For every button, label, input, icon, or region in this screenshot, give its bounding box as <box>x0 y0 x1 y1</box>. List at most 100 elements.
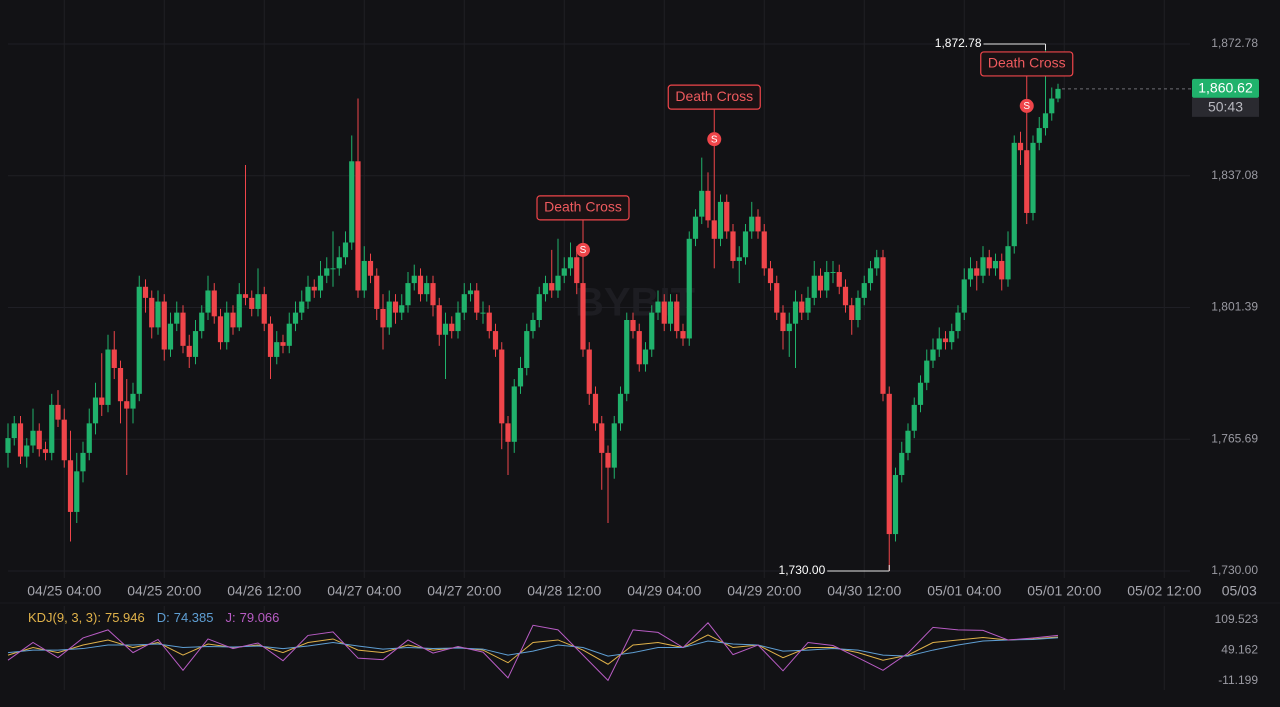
candle-body <box>336 257 342 269</box>
candle-body <box>724 201 730 232</box>
candle-body <box>61 419 67 461</box>
x-tick-label: 05/03 <box>1222 583 1257 599</box>
signal-marker-text: S <box>1023 101 1030 112</box>
candle-body <box>205 290 211 313</box>
candle-body <box>330 268 336 270</box>
candle-body <box>786 323 792 332</box>
candle-body <box>599 423 605 453</box>
candle-body <box>555 275 561 291</box>
candle-body <box>130 393 136 409</box>
candle-body <box>436 305 442 335</box>
countdown-text: 50:43 <box>1208 99 1243 115</box>
candle-body <box>236 294 242 328</box>
legend-entry: D: 74.385 <box>157 610 218 625</box>
candle-body <box>405 283 411 306</box>
candle-body <box>467 290 474 295</box>
candle-body <box>1017 142 1024 151</box>
candle-body <box>17 423 24 457</box>
high-label-text: 1,872.78 <box>935 36 982 50</box>
candle-body <box>286 323 292 346</box>
candle-body <box>755 216 761 232</box>
candle-body <box>1055 88 1061 99</box>
candle-body <box>86 423 92 453</box>
candle-body <box>580 283 586 350</box>
candle-body <box>486 312 492 332</box>
candle-body <box>992 260 999 269</box>
legend-name: J: <box>225 610 236 625</box>
candle-body <box>549 283 555 291</box>
signal-marker-text: S <box>711 134 718 145</box>
candle-body <box>792 301 799 324</box>
candle-body <box>349 161 355 243</box>
indicator-line <box>7 634 1059 665</box>
candle-body <box>367 260 374 276</box>
candle-body <box>274 342 280 357</box>
candle-body <box>174 312 180 324</box>
x-tick-label: 04/27 04:00 <box>327 583 401 599</box>
candle-body <box>517 367 524 387</box>
candle-body <box>424 283 430 295</box>
candle-body <box>692 216 699 239</box>
candle-body <box>230 312 236 328</box>
candle-body <box>592 393 599 424</box>
x-tick-label: 04/29 04:00 <box>627 583 701 599</box>
candle-body <box>974 268 980 276</box>
candle-body <box>636 331 642 365</box>
x-tick-label: 04/29 20:00 <box>727 583 801 599</box>
candle-body <box>674 301 680 332</box>
candle-body <box>11 423 17 439</box>
candle-body <box>142 286 149 298</box>
candle-body <box>1024 150 1030 213</box>
candle-body <box>417 275 424 295</box>
candle-body <box>749 216 755 232</box>
candle-body <box>649 312 655 350</box>
candle-body <box>124 401 130 409</box>
legend-value: 74.385 <box>173 610 214 625</box>
last-price-tag <box>1192 78 1259 98</box>
candle-body <box>342 242 349 258</box>
candle-body <box>280 342 286 346</box>
candle-body <box>924 360 930 383</box>
candle-body <box>105 349 111 405</box>
candle-body <box>967 268 974 280</box>
candle-body <box>842 286 849 306</box>
signal-marker-text: S <box>580 245 587 256</box>
candle-body <box>255 294 261 309</box>
candle-body <box>1049 98 1055 114</box>
candle-body <box>905 430 911 453</box>
candle-body <box>1036 128 1042 143</box>
candle-body <box>167 323 174 350</box>
candle-body <box>605 452 611 468</box>
candle-body <box>667 301 674 324</box>
candle-body <box>1005 246 1011 280</box>
y-tick-label: 1,765.69 <box>1211 431 1258 445</box>
candle-body <box>136 286 142 394</box>
candle-body <box>74 471 80 512</box>
candle-body <box>799 301 805 313</box>
indicator-legend: KDJ(9, 3, 3): 75.946 D: 74.385 J: 79.066 <box>28 610 291 625</box>
x-tick-label: 05/02 12:00 <box>1127 583 1201 599</box>
candle-body <box>249 297 255 309</box>
candle-body <box>961 279 967 313</box>
candle-body <box>492 331 499 350</box>
candle-body <box>736 257 742 261</box>
candle-body <box>849 305 855 321</box>
candle-body <box>161 301 167 350</box>
candle-body <box>242 294 249 298</box>
candle-body <box>955 312 961 332</box>
candle-body <box>299 301 305 313</box>
legend-entry: J: 79.066 <box>226 610 284 625</box>
candle-body <box>811 275 817 298</box>
candle-body <box>374 275 380 309</box>
candle-body <box>705 190 711 221</box>
candle-body <box>661 301 667 324</box>
candle-body <box>474 290 480 313</box>
candle-body <box>980 257 986 276</box>
candle-body <box>430 283 436 306</box>
candle-body <box>949 331 955 343</box>
candle-body <box>730 231 736 261</box>
candle-body <box>1030 142 1036 213</box>
candle-body <box>942 338 949 343</box>
y-tick-label: 1,837.08 <box>1211 168 1258 182</box>
